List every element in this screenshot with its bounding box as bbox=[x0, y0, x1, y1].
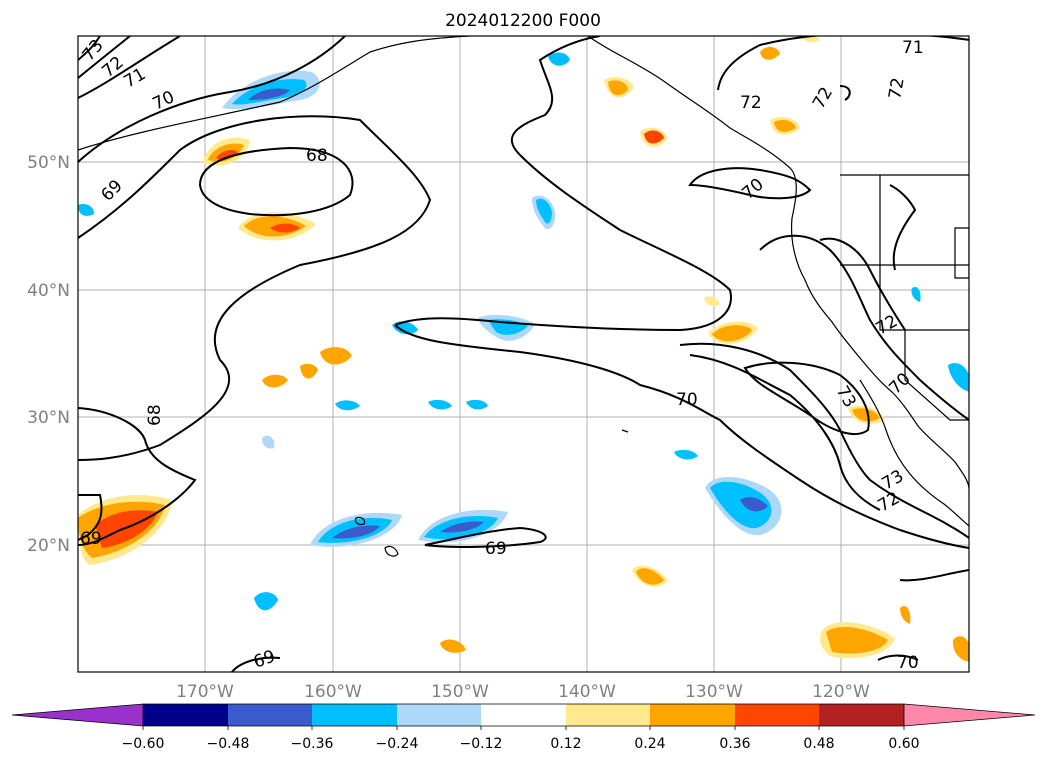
colorbar-segment bbox=[566, 704, 650, 726]
colorbar-segment bbox=[312, 704, 397, 726]
colorbar-tick: −0.36 bbox=[291, 736, 334, 752]
contour-label: 70 bbox=[150, 87, 178, 114]
contour-label: 69 bbox=[485, 539, 507, 559]
colorbar: −0.60 −0.48 −0.36 −0.24 −0.12 0.12 0.24 … bbox=[11, 703, 1036, 752]
coastlines bbox=[78, 36, 969, 557]
lat-label: 20°N bbox=[27, 536, 70, 556]
lat-label: 50°N bbox=[27, 153, 70, 173]
colorbar-tick: 0.60 bbox=[888, 736, 919, 752]
map-title: 2024012200 F000 bbox=[445, 11, 601, 31]
colorbar-tick: 0.24 bbox=[634, 736, 665, 752]
contour-label: 69 bbox=[97, 176, 126, 205]
map-frame bbox=[77, 35, 970, 673]
contour-lines bbox=[78, 36, 969, 672]
colorbar-segment bbox=[819, 704, 904, 726]
contour-label: 72 bbox=[873, 311, 902, 339]
colorbar-tick: 0.48 bbox=[803, 736, 834, 752]
colorbar-tick: −0.60 bbox=[122, 736, 165, 752]
contour-label: 70 bbox=[676, 390, 698, 410]
contour-label: 72 bbox=[885, 76, 908, 101]
contour-label: 69 bbox=[251, 647, 278, 673]
lon-label: 170°W bbox=[176, 682, 234, 702]
colorbar-tick: −0.48 bbox=[207, 736, 250, 752]
contour-label: 71 bbox=[902, 38, 924, 58]
colorbar-tick: −0.24 bbox=[376, 736, 419, 752]
filled-patches bbox=[78, 36, 969, 662]
colorbar-tick: 0.12 bbox=[550, 736, 581, 752]
contour-label: 73 bbox=[79, 36, 108, 65]
contour-label: 68 bbox=[145, 404, 165, 426]
colorbar-segment bbox=[397, 704, 481, 726]
colorbar-segment bbox=[735, 704, 819, 726]
lon-label: 160°W bbox=[304, 682, 362, 702]
contour-label: 70 bbox=[885, 369, 914, 398]
colorbar-segment bbox=[228, 704, 312, 726]
colorbar-tick: −0.12 bbox=[460, 736, 503, 752]
colorbar-extend-low bbox=[11, 703, 144, 727]
lon-label: 120°W bbox=[812, 682, 870, 702]
colorbar-segment bbox=[481, 704, 566, 726]
lat-label: 40°N bbox=[27, 281, 70, 301]
lon-label: 140°W bbox=[558, 682, 616, 702]
colorbar-segment bbox=[143, 704, 228, 726]
lon-label: 150°W bbox=[431, 682, 489, 702]
contour-label: 70 bbox=[738, 175, 767, 204]
contour-label: 72 bbox=[740, 93, 762, 113]
colorbar-extend-high bbox=[903, 703, 1036, 727]
contour-label: 69 bbox=[80, 529, 102, 549]
colorbar-segment bbox=[650, 704, 735, 726]
contour-label: 68 bbox=[306, 146, 328, 166]
lon-label: 130°W bbox=[685, 682, 743, 702]
longitude-labels: 170°W 160°W 150°W 140°W 130°W 120°W bbox=[176, 682, 870, 702]
gridlines bbox=[78, 36, 969, 672]
contour-label: 70 bbox=[897, 653, 919, 673]
map-area: 73 72 71 70 68 69 72 71 72 72 70 70 72 7… bbox=[78, 36, 969, 673]
lat-label: 30°N bbox=[27, 408, 70, 428]
contour-label: 72 bbox=[875, 488, 904, 516]
colorbar-tick: 0.36 bbox=[719, 736, 750, 752]
latitude-labels: 50°N 40°N 30°N 20°N bbox=[27, 153, 70, 556]
contour-label: 72 bbox=[809, 84, 837, 113]
